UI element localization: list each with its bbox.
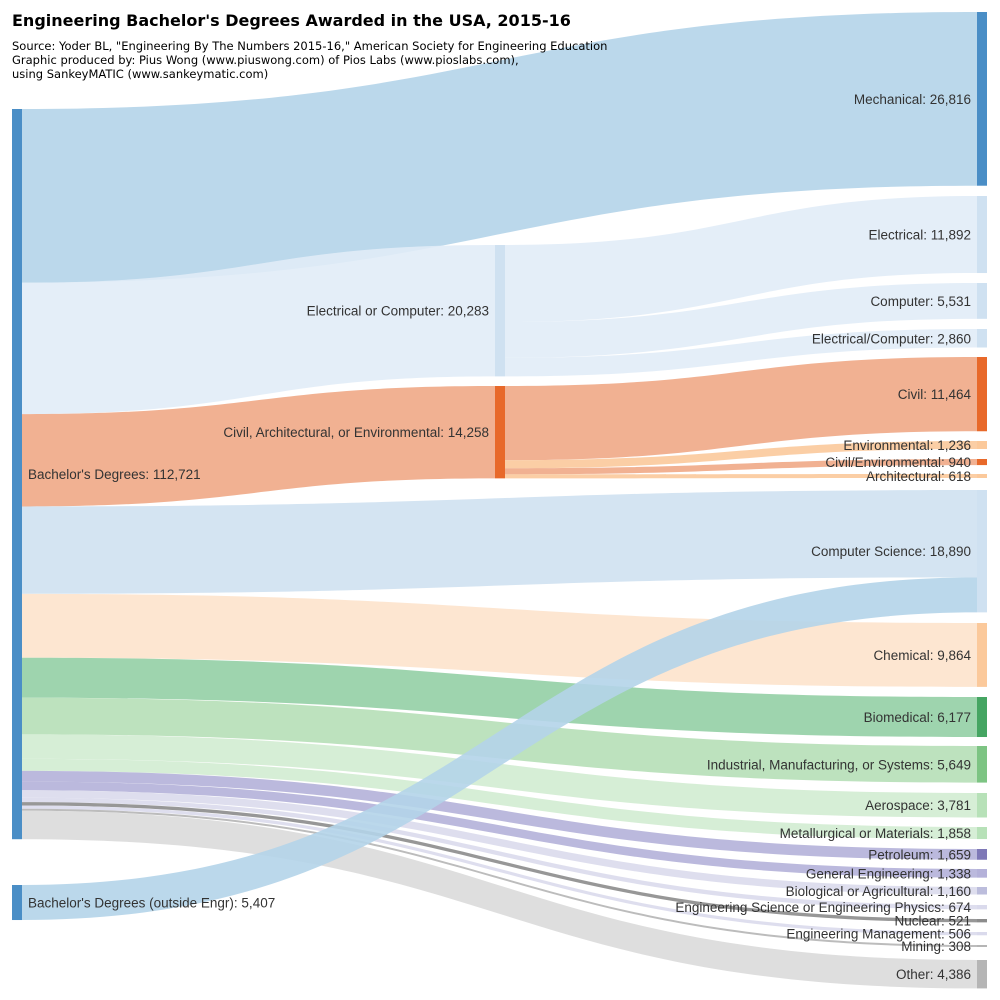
node-label-chemical: Chemical: 9,864: [873, 648, 971, 663]
flow-bachelors-to-nuclear: [22, 802, 977, 923]
source-line-2: Graphic produced by: Pius Wong (www.pius…: [12, 53, 519, 67]
flow-ec-to-elec_comp: [505, 329, 977, 377]
node-electrical-or-computer: [495, 245, 505, 377]
node-civil-environmental: [977, 459, 987, 466]
node-label-electrical-or-computer: Electrical or Computer: 20,283: [307, 304, 489, 319]
nodes-layer: [12, 12, 987, 989]
node-label-mining: Mining: 308: [901, 939, 971, 954]
node-civil: [977, 357, 987, 432]
node-chemical: [977, 623, 987, 687]
flow-bachelors-to-general: [22, 781, 977, 878]
node-label-biomedical: Biomedical: 6,177: [864, 710, 971, 725]
node-label-industrial-manufacturing-or-systems: Industrial, Manufacturing, or Systems: 5…: [707, 757, 971, 772]
node-bachelor-s-degrees-outside-engr: [12, 885, 22, 921]
flow-bachelors-to-cae: [22, 386, 495, 507]
flow-bachelors-to-ec: [22, 245, 495, 415]
node-engineering-management: [977, 932, 987, 936]
flow-cae-to-architectural: [505, 474, 977, 479]
node-label-civil-architectural-or-environmental: Civil, Architectural, or Environmental: …: [223, 425, 489, 440]
node-label-mechanical: Mechanical: 26,816: [854, 92, 971, 107]
labels-layer: Bachelor's Degrees: 112,721 Bachelor's De…: [28, 92, 971, 982]
node-label-biological-or-agricultural: Biological or Agricultural: 1,160: [786, 884, 971, 899]
node-metallurgical-or-materials: [977, 827, 987, 840]
node-other: [977, 960, 987, 989]
flow-cae-to-environmental: [505, 441, 977, 469]
flow-bachelors-to-bio_ag: [22, 790, 977, 895]
node-label-computer-science: Computer Science: 18,890: [811, 544, 971, 559]
flow-bachelors-to-other: [22, 810, 977, 989]
node-biomedical: [977, 697, 987, 738]
flow-bachelors-to-eng_mgmt: [22, 805, 977, 936]
flow-bachelors-to-petroleum: [22, 770, 977, 860]
node-computer-science: [977, 490, 987, 613]
flow-bachelors-to-mining: [22, 808, 977, 947]
node-engineering-science-or-engineering-physics: [977, 905, 987, 910]
flow-cae-to-civil: [505, 357, 977, 461]
node-aerospace: [977, 793, 987, 818]
node-label-bachelor-s-degrees-outside-engr: Bachelor's Degrees (outside Engr): 5,407: [28, 896, 275, 911]
node-computer: [977, 283, 987, 319]
flow-bachelors-to-biomedical: [22, 657, 977, 738]
node-environmental: [977, 441, 987, 450]
node-general-engineering: [977, 869, 987, 878]
node-label-aerospace: Aerospace: 3,781: [865, 798, 971, 813]
source-line-3: using SankeyMATIC (www.sankeymatic.com): [12, 67, 269, 81]
node-label-nuclear: Nuclear: 521: [894, 914, 971, 929]
node-label-other: Other: 4,386: [896, 967, 971, 982]
node-label-civil-environmental: Civil/Environmental: 940: [825, 455, 971, 470]
flow-bachelors-to-eng_sci: [22, 797, 977, 910]
flow-ec-to-electrical: [505, 196, 977, 323]
node-bachelor-s-degrees: [12, 109, 22, 840]
node-electrical-computer: [977, 329, 987, 348]
flow-ec-to-computer: [505, 283, 977, 358]
node-electrical: [977, 196, 987, 274]
node-label-engineering-management: Engineering Management: 506: [786, 927, 971, 942]
flow-bachelors-to-metallurgical: [22, 758, 977, 840]
node-label-environmental: Environmental: 1,236: [843, 438, 971, 453]
flow-bachelors-to-mechanical: [22, 12, 977, 283]
node-petroleum: [977, 849, 987, 860]
node-label-bachelor-s-degrees: Bachelor's Degrees: 112,721: [28, 467, 201, 482]
flow-bachelors-to-aerospace: [22, 734, 977, 818]
node-label-electrical: Electrical: 11,892: [868, 228, 971, 243]
node-label-architectural: Architectural: 618: [866, 469, 971, 484]
node-label-general-engineering: General Engineering: 1,338: [806, 866, 971, 881]
source-line-1: Source: Yoder BL, "Engineering By The Nu…: [12, 39, 608, 53]
flow-bachelors-to-cs: [22, 490, 977, 594]
node-label-civil: Civil: 11,464: [898, 387, 972, 402]
node-label-computer: Computer: 5,531: [870, 294, 971, 309]
flow-outside-to-cs: [22, 577, 977, 921]
node-architectural: [977, 474, 987, 479]
node-industrial-manufacturing-or-systems: [977, 746, 987, 783]
flow-bachelors-to-chemical: [22, 593, 977, 687]
node-mining: [977, 945, 987, 947]
node-label-engineering-science-or-engineering-physics: Engineering Science or Engineering Physi…: [675, 900, 971, 915]
node-label-electrical-computer: Electrical/Computer: 2,860: [812, 331, 971, 346]
node-mechanical: [977, 12, 987, 186]
node-nuclear: [977, 919, 987, 923]
flow-cae-to-civil_env: [505, 459, 977, 475]
node-label-petroleum: Petroleum: 1,659: [868, 847, 971, 862]
node-biological-or-agricultural: [977, 887, 987, 895]
flows-layer: [22, 12, 977, 989]
node-label-metallurgical-or-materials: Metallurgical or Materials: 1,858: [780, 826, 971, 841]
node-civil-architectural-or-environmental: [495, 386, 505, 479]
chart-title: Engineering Bachelor's Degrees Awarded i…: [12, 11, 571, 30]
